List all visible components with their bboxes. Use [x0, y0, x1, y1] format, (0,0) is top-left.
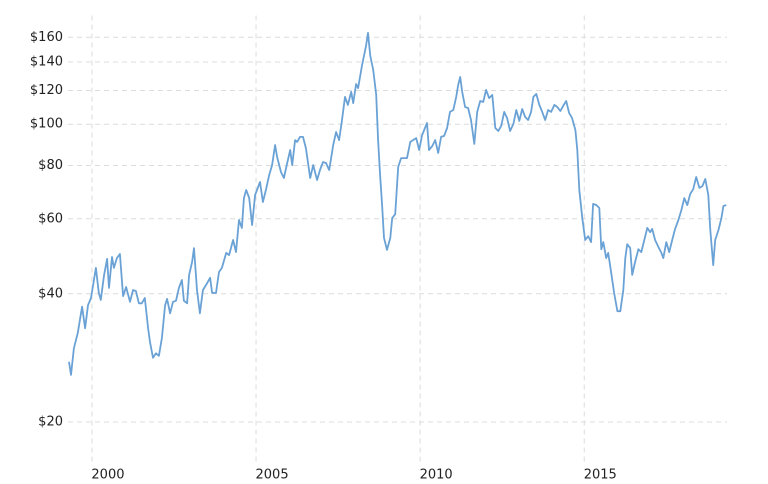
y-tick-label: $40	[38, 286, 63, 301]
x-tick-label: 2015	[584, 468, 617, 483]
y-tick-label: $60	[38, 211, 63, 226]
y-tick-label: $120	[30, 83, 63, 98]
y-tick-label: $80	[38, 158, 63, 173]
x-tick-label: 2000	[91, 468, 124, 483]
x-tick-label: 2005	[256, 468, 289, 483]
y-tick-label: $160	[30, 30, 63, 45]
y-tick-label: $140	[30, 54, 63, 69]
y-tick-label: $100	[30, 117, 63, 132]
x-tick-label: 2010	[420, 468, 453, 483]
y-tick-label: $20	[38, 415, 63, 430]
price-line	[68, 32, 727, 376]
